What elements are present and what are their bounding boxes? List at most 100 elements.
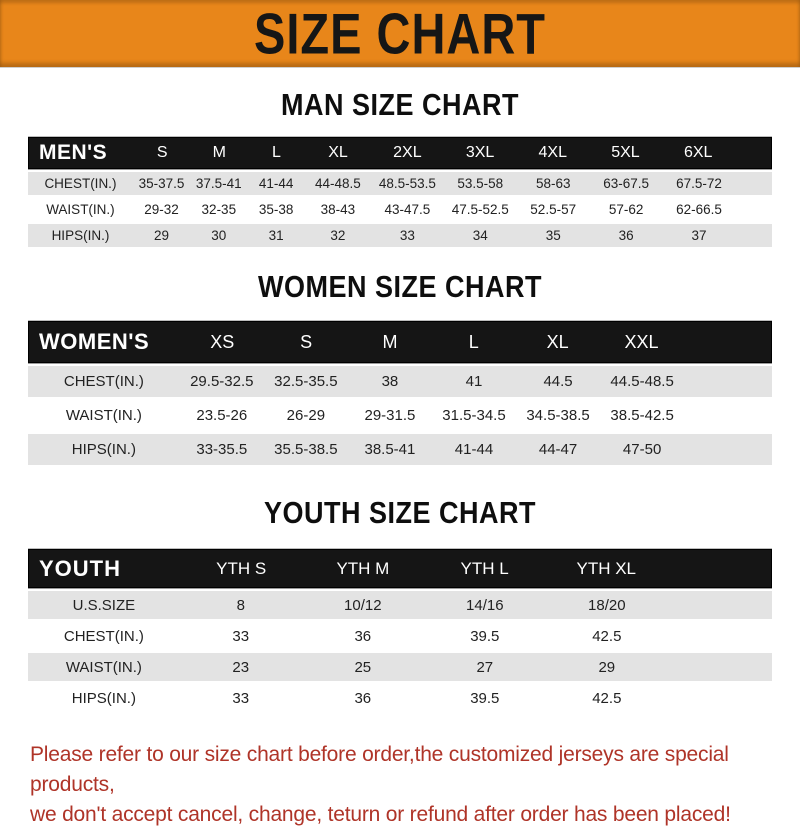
size-value: 35-37.5 <box>138 176 185 191</box>
column-header-4xl: 4XL <box>538 144 567 161</box>
size-value: 18/20 <box>588 596 626 614</box>
column-header-6xl: 6XL <box>683 144 713 161</box>
size-value: 38-43 <box>320 202 356 217</box>
size-value: 23 <box>232 658 250 676</box>
size-value: 30 <box>211 228 227 243</box>
column-header-yth-l: YTH L <box>460 558 509 578</box>
column-header-xxl: XXL <box>624 331 659 352</box>
size-value: 53.5-58 <box>457 176 504 191</box>
row-label-hips-in: HIPS(IN.) <box>71 441 136 458</box>
size-value: 33 <box>399 228 415 243</box>
table-header-label-youth: YOUTH <box>39 555 121 581</box>
column-header-xs: XS <box>210 331 235 352</box>
size-table-header-bar: WOMEN'S XS S M L XL XXL <box>28 321 772 363</box>
size-value: 38 <box>381 373 399 390</box>
size-value: 44-48.5 <box>314 176 361 191</box>
size-value: 48.5-53.5 <box>378 176 436 191</box>
size-value: 8 <box>236 596 245 614</box>
size-value: 39.5 <box>470 627 500 645</box>
size-value: 31.5-34.5 <box>442 407 506 424</box>
size-value: 35.5-38.5 <box>274 441 338 458</box>
size-value: 25 <box>354 658 372 676</box>
row-label-chest-in: CHEST(IN.) <box>44 176 117 191</box>
size-value: 62-66.5 <box>676 202 722 217</box>
size-value: 32 <box>330 228 346 243</box>
row-label-waist-in: WAIST(IN.) <box>65 658 142 676</box>
section-title-men: MAN SIZE CHART <box>281 88 519 122</box>
size-value: 36 <box>354 689 372 707</box>
table-row-hips-in: HIPS(IN.) 33-35.5 35.5-38.5 38.5-41 41-44 44-… <box>28 434 772 465</box>
row-label-hips-in: HIPS(IN.) <box>51 228 110 243</box>
row-label-chest-in: CHEST(IN.) <box>63 627 144 645</box>
section-title-youth: YOUTH SIZE CHART <box>263 496 536 530</box>
size-value: 36 <box>618 228 634 243</box>
table-row-chest-in: CHEST(IN.) 29.5-32.5 32.5-35.5 38 41 44.5 44.5… <box>28 366 772 397</box>
size-value: 41-44 <box>258 176 294 191</box>
column-header-l: L <box>271 144 281 161</box>
size-value: 39.5 <box>470 689 500 707</box>
size-value: 10/12 <box>344 596 382 614</box>
size-value: 38.5-41 <box>364 441 416 458</box>
table-row-waist-in: WAIST(IN.) 23 25 27 29 <box>28 653 772 681</box>
size-value: 34.5-38.5 <box>526 407 590 424</box>
banner: SIZE CHART <box>0 0 800 68</box>
table-row-chest-in: CHEST(IN.) 33 36 39.5 42.5 <box>28 622 772 650</box>
size-value: 32-35 <box>201 202 237 217</box>
row-label-waist-in: WAIST(IN.) <box>46 202 115 217</box>
disclaimer-line-1: Please refer to our size chart before or… <box>30 743 729 796</box>
size-value: 34 <box>472 228 488 243</box>
size-value: 58-63 <box>535 176 571 191</box>
row-label-chest-in: CHEST(IN.) <box>63 373 144 390</box>
table-header-label-men: MEN'S <box>39 141 108 164</box>
size-value: 33-35.5 <box>196 441 248 458</box>
size-value: 29-31.5 <box>364 407 416 424</box>
size-value: 44-47 <box>538 441 578 458</box>
size-value: 32.5-35.5 <box>274 373 338 390</box>
size-value: 35 <box>545 228 561 243</box>
size-value: 37 <box>691 228 707 243</box>
size-value: 33 <box>232 627 250 645</box>
size-value: 29.5-32.5 <box>190 373 254 390</box>
banner-title: SIZE CHART <box>254 1 546 66</box>
size-table-men: MEN'S S M L XL 2XL 3XL 4XL 5XL 6XL CHEST(IN.) 35-3… <box>28 137 772 247</box>
size-value: 42.5 <box>592 627 622 645</box>
row-label-u-s-size: U.S.SIZE <box>72 596 136 614</box>
size-table-women: WOMEN'S XS S M L XL XXL CHEST(IN.) 29.5-32.5 32.… <box>28 321 772 465</box>
column-header-m: M <box>382 331 398 352</box>
size-value: 26-29 <box>286 407 326 424</box>
disclaimer-line-2: we don't accept cancel, change, teturn o… <box>30 803 731 826</box>
size-chart-sections: MAN SIZE CHART MEN'S S M L XL 2XL 3XL 4XL 5XL 6XL… <box>0 88 800 712</box>
size-value: 42.5 <box>592 689 622 707</box>
column-header-xl: XL <box>328 144 348 161</box>
size-value: 29 <box>598 658 616 676</box>
size-value: 14/16 <box>466 596 504 614</box>
size-value: 33 <box>232 689 250 707</box>
size-value: 63-67.5 <box>603 176 649 191</box>
column-header-m: M <box>212 144 226 161</box>
size-table-header-bar: YOUTH YTH S YTH M YTH L YTH XL <box>28 549 772 588</box>
size-value: 43-47.5 <box>384 202 431 217</box>
size-value: 44.5-48.5 <box>610 373 674 390</box>
size-value: 29 <box>154 228 170 243</box>
size-value: 27 <box>476 658 494 676</box>
size-table-youth: YOUTH YTH S YTH M YTH L YTH XL U.S.SIZE 8 10/1… <box>28 549 772 712</box>
size-section-youth: YOUTH SIZE CHART YOUTH YTH S YTH M YTH L YTH… <box>0 496 800 712</box>
column-header-yth-m: YTH M <box>336 558 390 578</box>
column-header-s: S <box>156 144 168 161</box>
size-value: 38.5-42.5 <box>610 407 674 424</box>
row-label-hips-in: HIPS(IN.) <box>71 689 136 707</box>
disclaimer: Please refer to our size chart before or… <box>30 740 800 830</box>
size-value: 23.5-26 <box>196 407 248 424</box>
table-row-u-s-size: U.S.SIZE 8 10/12 14/16 18/20 <box>28 591 772 619</box>
section-title-women: WOMEN SIZE CHART <box>258 270 542 304</box>
size-value: 52.5-57 <box>530 202 577 217</box>
table-row-waist-in: WAIST(IN.) 29-32 32-35 35-38 38-43 43-47.5 47.… <box>28 198 772 221</box>
size-value: 47.5-52.5 <box>451 202 509 217</box>
column-header-2xl: 2XL <box>393 144 422 161</box>
column-header-yth-xl: YTH XL <box>576 558 637 578</box>
size-value: 41 <box>465 373 483 390</box>
table-row-chest-in: CHEST(IN.) 35-37.5 37.5-41 41-44 44-48.5 48.5… <box>28 172 772 195</box>
table-row-waist-in: WAIST(IN.) 23.5-26 26-29 29-31.5 31.5-34.5 34… <box>28 400 772 431</box>
size-value: 31 <box>268 228 284 243</box>
